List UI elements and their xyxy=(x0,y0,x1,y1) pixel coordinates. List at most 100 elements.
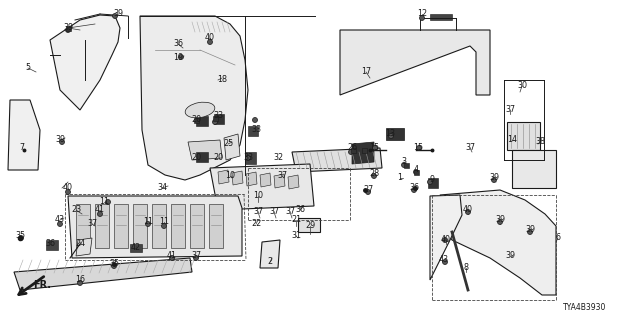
Text: 34: 34 xyxy=(157,183,167,193)
Ellipse shape xyxy=(185,102,215,118)
Text: 27: 27 xyxy=(363,186,373,195)
Text: 40: 40 xyxy=(63,183,73,193)
Text: 40: 40 xyxy=(463,205,473,214)
Text: 28: 28 xyxy=(369,170,379,179)
Text: 41: 41 xyxy=(167,252,177,260)
Text: 20: 20 xyxy=(191,116,201,124)
Polygon shape xyxy=(209,204,223,248)
Text: 41: 41 xyxy=(95,205,105,214)
Text: 30: 30 xyxy=(517,82,527,91)
Text: 17: 17 xyxy=(361,68,371,76)
Circle shape xyxy=(365,189,371,195)
Text: 36: 36 xyxy=(295,205,305,214)
Text: 37: 37 xyxy=(191,252,201,260)
Text: 29: 29 xyxy=(305,221,315,230)
Polygon shape xyxy=(245,152,256,164)
Text: 39: 39 xyxy=(55,135,65,145)
Text: 35: 35 xyxy=(109,260,119,268)
Polygon shape xyxy=(14,258,192,290)
Circle shape xyxy=(412,188,417,193)
Polygon shape xyxy=(196,152,208,162)
Polygon shape xyxy=(260,173,271,187)
Polygon shape xyxy=(8,100,40,170)
Polygon shape xyxy=(46,240,58,250)
Circle shape xyxy=(97,212,102,217)
Text: 37: 37 xyxy=(277,172,287,180)
Text: 24: 24 xyxy=(75,239,85,249)
Text: 37: 37 xyxy=(285,207,295,217)
Circle shape xyxy=(111,263,116,268)
Polygon shape xyxy=(68,196,242,258)
Text: 14: 14 xyxy=(507,135,517,145)
Circle shape xyxy=(60,140,65,145)
Polygon shape xyxy=(214,114,224,124)
Polygon shape xyxy=(210,164,314,210)
Text: 39: 39 xyxy=(525,226,535,235)
Text: 37: 37 xyxy=(269,207,279,217)
Circle shape xyxy=(207,39,212,44)
Text: 39: 39 xyxy=(495,215,505,225)
Circle shape xyxy=(193,255,198,260)
Polygon shape xyxy=(507,122,540,150)
Bar xyxy=(212,116,218,121)
Bar xyxy=(193,117,198,123)
Polygon shape xyxy=(218,170,229,184)
Circle shape xyxy=(145,221,150,227)
Text: 39: 39 xyxy=(113,10,123,19)
Circle shape xyxy=(246,156,250,161)
Text: 40: 40 xyxy=(205,34,215,43)
Circle shape xyxy=(253,117,257,123)
Polygon shape xyxy=(430,14,452,20)
Circle shape xyxy=(371,173,376,179)
Text: 36: 36 xyxy=(409,183,419,193)
Circle shape xyxy=(179,54,184,60)
Circle shape xyxy=(417,146,422,150)
Text: 11: 11 xyxy=(99,197,109,206)
Polygon shape xyxy=(76,204,90,248)
Text: 16: 16 xyxy=(75,276,85,284)
Circle shape xyxy=(212,119,218,124)
Text: 10: 10 xyxy=(253,191,263,201)
Circle shape xyxy=(428,180,433,185)
Text: 4: 4 xyxy=(413,165,419,174)
Polygon shape xyxy=(76,238,92,256)
Polygon shape xyxy=(171,204,185,248)
Text: 43: 43 xyxy=(55,215,65,225)
Text: 20: 20 xyxy=(191,154,201,163)
Text: 33: 33 xyxy=(243,154,253,163)
Text: FR.: FR. xyxy=(33,280,51,290)
Polygon shape xyxy=(440,190,556,295)
Text: 39: 39 xyxy=(63,23,73,33)
Bar xyxy=(351,148,355,153)
Circle shape xyxy=(161,223,166,228)
Text: 10: 10 xyxy=(225,172,235,180)
Circle shape xyxy=(492,178,497,182)
Polygon shape xyxy=(196,116,208,126)
Text: 23: 23 xyxy=(71,205,81,214)
Polygon shape xyxy=(248,126,258,136)
Bar xyxy=(413,170,419,174)
Text: 40: 40 xyxy=(441,236,451,244)
Text: TYA4B3930: TYA4B3930 xyxy=(563,303,606,312)
Polygon shape xyxy=(190,204,204,248)
Circle shape xyxy=(419,15,424,20)
Text: 2: 2 xyxy=(268,258,273,267)
Text: 5: 5 xyxy=(26,63,31,73)
Polygon shape xyxy=(130,244,142,252)
Circle shape xyxy=(388,133,394,139)
Circle shape xyxy=(58,221,63,227)
Text: 38: 38 xyxy=(535,138,545,147)
Circle shape xyxy=(442,237,447,243)
Polygon shape xyxy=(188,140,222,160)
Bar xyxy=(65,26,70,30)
Text: 33: 33 xyxy=(251,125,261,134)
Circle shape xyxy=(65,28,70,33)
Circle shape xyxy=(527,229,532,235)
Bar xyxy=(362,148,367,153)
Text: 1: 1 xyxy=(397,173,403,182)
Text: 42: 42 xyxy=(131,244,141,252)
Polygon shape xyxy=(224,134,240,160)
Circle shape xyxy=(413,170,419,174)
Polygon shape xyxy=(512,150,556,188)
Circle shape xyxy=(465,210,470,214)
